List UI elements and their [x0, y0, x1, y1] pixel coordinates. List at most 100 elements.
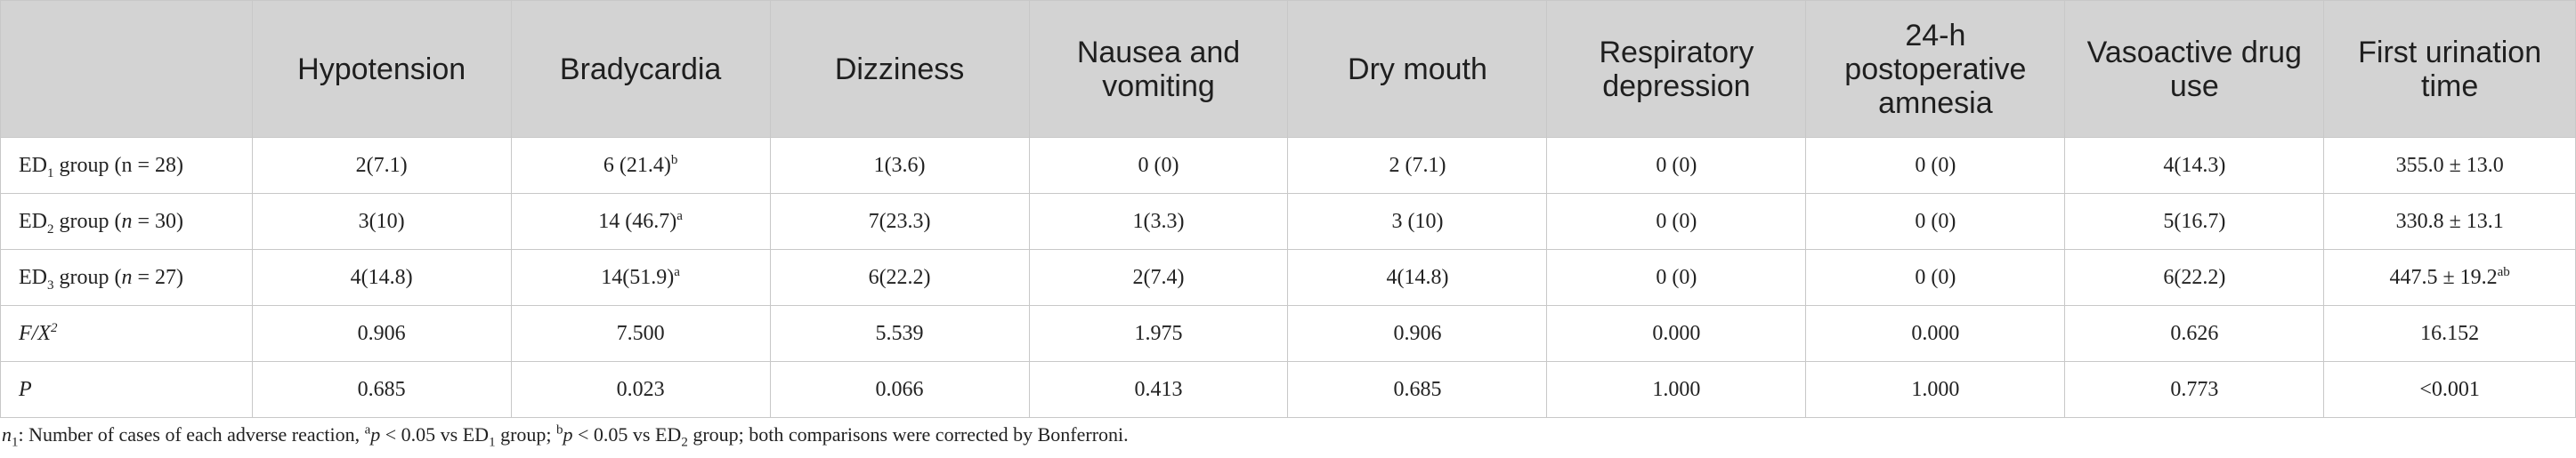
- significance-mark: b: [670, 152, 678, 167]
- footnote-mark-b: b: [556, 422, 563, 438]
- cell-hypotension: 4(14.8): [251, 249, 512, 306]
- footnote-n-subscript: 1: [12, 435, 19, 450]
- header-cell-bradycardia: Bradycardia: [510, 0, 771, 138]
- footnote-subscript: 2: [681, 435, 688, 450]
- cell-vasoactive-drug-use: 4(14.3): [2064, 137, 2325, 194]
- cell-dry-mouth: 4(14.8): [1287, 249, 1548, 306]
- table-row-ed3: ED3 group (n = 27) 4(14.8) 14(51.9)a 6(2…: [0, 249, 2576, 306]
- footnote-mark-a: a: [364, 422, 371, 438]
- cell-bradycardia: 6 (21.4)b: [510, 137, 771, 194]
- cell-vasoactive-drug-use: 0.773: [2064, 361, 2325, 418]
- table-footnote: n1: Number of cases of each adverse reac…: [2, 422, 1129, 450]
- footnote-p: p: [563, 423, 573, 446]
- cell-postoperative-amnesia: 0.000: [1805, 305, 2066, 362]
- cell-first-urination-time: 330.8 ± 13.1: [2323, 193, 2576, 250]
- cell-first-urination-time: 355.0 ± 13.0: [2323, 137, 2576, 194]
- footnote-text: group;: [495, 423, 557, 446]
- significance-mark: a: [676, 208, 683, 223]
- header-cell-first-urination-time: First urination time: [2323, 0, 2576, 138]
- cell-value: 355.0 ± 13.0: [2395, 153, 2504, 177]
- cell-nausea-vomiting: 0.413: [1028, 361, 1289, 418]
- header-cell-dizziness: Dizziness: [769, 0, 1030, 138]
- header-cell-postoperative-amnesia: 24-h postoperative amnesia: [1805, 0, 2066, 138]
- footnote-text: group; both comparisons were corrected b…: [687, 423, 1129, 446]
- cell-vasoactive-drug-use: 5(16.7): [2064, 193, 2325, 250]
- row-label-n: n: [121, 265, 133, 289]
- significance-mark: ab: [2497, 264, 2510, 279]
- cell-bradycardia: 14(51.9)a: [510, 249, 771, 306]
- table-row-ed2: ED2 group (n = 30) 3(10) 14 (46.7)a 7(23…: [0, 193, 2576, 250]
- cell-respiratory-depression: 0 (0): [1546, 193, 1807, 250]
- header-cell-dry-mouth: Dry mouth: [1287, 0, 1548, 138]
- cell-value: 14(51.9): [601, 265, 675, 289]
- cell-bradycardia: 0.023: [510, 361, 771, 418]
- cell-hypotension: 2(7.1): [251, 137, 512, 194]
- cell-nausea-vomiting: 1(3.3): [1028, 193, 1289, 250]
- cell-dry-mouth: 2 (7.1): [1287, 137, 1548, 194]
- cell-respiratory-depression: 0 (0): [1546, 249, 1807, 306]
- table-row-p-value: P 0.685 0.023 0.066 0.413 0.685 1.000 1.…: [0, 361, 2576, 418]
- row-label-n: n: [121, 209, 133, 233]
- cell-dry-mouth: 0.685: [1287, 361, 1548, 418]
- row-label-prefix: ED: [19, 209, 47, 233]
- footnote-n: n: [2, 423, 12, 446]
- row-label-prefix: ED: [19, 265, 47, 289]
- row-label-p: P: [0, 361, 253, 418]
- significance-mark: a: [674, 264, 680, 279]
- cell-bradycardia: 14 (46.7)a: [510, 193, 771, 250]
- cell-first-urination-time: 447.5 ± 19.2ab: [2323, 249, 2576, 306]
- row-label-mid: group (: [53, 265, 122, 289]
- row-label-subscript: 1: [47, 165, 54, 181]
- cell-dizziness: 0.066: [769, 361, 1030, 418]
- footnote-text: : Number of cases of each adverse reacti…: [18, 423, 365, 446]
- row-label-end: = 27): [132, 265, 184, 289]
- cell-value: 14 (46.7): [598, 209, 677, 233]
- cell-value: 447.5 ± 19.2: [2389, 265, 2498, 289]
- footnote-subscript: 1: [489, 435, 496, 450]
- row-label-suffix: group (n = 28): [53, 153, 184, 177]
- row-label-ed1: ED1 group (n = 28): [0, 137, 253, 194]
- cell-bradycardia: 7.500: [510, 305, 771, 362]
- row-label-mid: group (: [53, 209, 122, 233]
- row-label-ed2: ED2 group (n = 30): [0, 193, 253, 250]
- header-row: Hypotension Bradycardia Dizziness Nausea…: [0, 0, 2576, 138]
- cell-postoperative-amnesia: 1.000: [1805, 361, 2066, 418]
- header-cell-nausea-vomiting: Nausea and vomiting: [1028, 0, 1289, 138]
- cell-value: 6 (21.4): [603, 153, 671, 177]
- table-row-ed1: ED1 group (n = 28) 2(7.1) 6 (21.4)b 1(3.…: [0, 137, 2576, 194]
- cell-nausea-vomiting: 2(7.4): [1028, 249, 1289, 306]
- row-label-subscript: 2: [47, 221, 54, 237]
- cell-dizziness: 1(3.6): [769, 137, 1030, 194]
- cell-first-urination-time: 16.152: [2323, 305, 2576, 362]
- cell-dizziness: 6(22.2): [769, 249, 1030, 306]
- cell-dry-mouth: 3 (10): [1287, 193, 1548, 250]
- cell-hypotension: 0.906: [251, 305, 512, 362]
- adverse-reactions-table: Hypotension Bradycardia Dizziness Nausea…: [0, 0, 2576, 418]
- cell-nausea-vomiting: 0 (0): [1028, 137, 1289, 194]
- header-cell-vasoactive-drug-use: Vasoactive drug use: [2064, 0, 2325, 138]
- cell-respiratory-depression: 1.000: [1546, 361, 1807, 418]
- row-label-ed3: ED3 group (n = 27): [0, 249, 253, 306]
- cell-vasoactive-drug-use: 6(22.2): [2064, 249, 2325, 306]
- cell-hypotension: 0.685: [251, 361, 512, 418]
- row-label-end: = 30): [132, 209, 184, 233]
- cell-postoperative-amnesia: 0 (0): [1805, 137, 2066, 194]
- footnote-text: < 0.05 vs ED: [572, 423, 682, 446]
- cell-respiratory-depression: 0.000: [1546, 305, 1807, 362]
- row-label-subscript: 3: [47, 277, 54, 293]
- cell-postoperative-amnesia: 0 (0): [1805, 249, 2066, 306]
- cell-postoperative-amnesia: 0 (0): [1805, 193, 2066, 250]
- cell-value: 330.8 ± 13.1: [2395, 209, 2504, 233]
- cell-dizziness: 7(23.3): [769, 193, 1030, 250]
- table-row-test-statistic: F/X2 0.906 7.500 5.539 1.975 0.906 0.000…: [0, 305, 2576, 362]
- cell-hypotension: 3(10): [251, 193, 512, 250]
- header-cell-respiratory-depression: Respiratory depression: [1546, 0, 1807, 138]
- cell-dizziness: 5.539: [769, 305, 1030, 362]
- header-cell-empty: [0, 0, 253, 138]
- header-cell-hypotension: Hypotension: [251, 0, 512, 138]
- row-label-prefix: ED: [19, 153, 47, 177]
- cell-vasoactive-drug-use: 0.626: [2064, 305, 2325, 362]
- cell-first-urination-time: <0.001: [2323, 361, 2576, 418]
- row-label-main: F/X: [19, 321, 51, 345]
